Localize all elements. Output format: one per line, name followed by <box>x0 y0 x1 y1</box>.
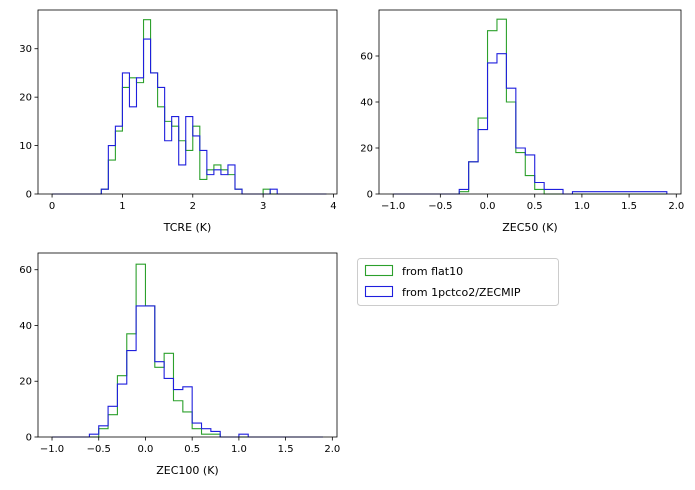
x-axis-label: ZEC100 (K) <box>156 464 218 477</box>
y-tick-label: 20 <box>19 93 32 104</box>
y-tick-label: 60 <box>19 265 32 276</box>
legend-swatch <box>364 285 394 298</box>
x-tick-label: 4 <box>330 201 336 212</box>
x-tick-label: 2 <box>190 201 196 212</box>
y-tick-label: 40 <box>19 321 32 332</box>
series-flat10 <box>393 18 667 195</box>
histogram-zecmip <box>52 38 327 195</box>
y-tick-label: 10 <box>19 141 32 152</box>
axes-frame <box>378 9 682 195</box>
legend-entry-zecmip: from 1pctco2/ZECMIP <box>364 285 521 299</box>
y-tick-label: 20 <box>360 144 373 155</box>
y-tick-label: 0 <box>26 190 32 201</box>
y-tick-label: 30 <box>19 44 32 55</box>
x-tick-label: −1.0 <box>381 201 405 212</box>
histogram-flat10 <box>52 263 323 438</box>
histogram-flat10 <box>393 18 667 195</box>
x-tick-label: 1.5 <box>621 201 637 212</box>
x-tick-label: −0.5 <box>428 201 452 212</box>
axes-frame <box>37 9 338 195</box>
x-tick-label: −0.5 <box>87 444 111 455</box>
histogram-zecmip <box>52 305 323 438</box>
x-tick-label: 0.0 <box>138 444 154 455</box>
series-zecmip <box>393 53 668 195</box>
x-tick-label: 3 <box>260 201 266 212</box>
x-tick-label: 0.5 <box>184 444 200 455</box>
x-tick-label: 1.5 <box>278 444 294 455</box>
legend-swatch <box>364 264 394 277</box>
x-tick-label: 1.0 <box>231 444 247 455</box>
series-flat10 <box>52 19 327 195</box>
x-axis-label: ZEC50 (K) <box>502 221 557 234</box>
series-zecmip <box>52 305 323 438</box>
y-tick-label: 0 <box>26 433 32 444</box>
axes-frame <box>37 252 338 438</box>
histogram-zecmip <box>393 53 668 195</box>
x-tick-label: 1.0 <box>574 201 590 212</box>
series-zecmip <box>52 38 327 195</box>
y-tick-label: 40 <box>360 98 373 109</box>
y-tick-label: 60 <box>360 52 373 63</box>
x-tick-label: 0 <box>49 201 55 212</box>
panel-3: −1.0 −0.5 0.0 0.5 1.0 1.5 2.0 0 20 40 60 ZEC100 (K) <box>19 252 340 477</box>
legend: from flat10 from 1pctco2/ZECMIP <box>357 258 559 306</box>
y-tick-label: 20 <box>19 377 32 388</box>
x-tick-label: 2.0 <box>668 201 684 212</box>
x-tick-label: 0.0 <box>480 201 496 212</box>
legend-label: from 1pctco2/ZECMIP <box>402 286 521 299</box>
series-flat10 <box>52 263 323 438</box>
panel-2: −1.0 −0.5 0.0 0.5 1.0 1.5 2.0 0 20 40 60 ZEC50 (K) <box>360 9 684 234</box>
y-tick-label: 0 <box>367 190 373 201</box>
x-tick-label: 1 <box>119 201 125 212</box>
x-tick-label: 0.5 <box>527 201 543 212</box>
histogram-flat10 <box>52 19 327 195</box>
panel-1: 0 1 2 3 4 0 10 20 30 TCRE (K) <box>19 9 338 234</box>
x-axis-label: TCRE (K) <box>163 221 212 234</box>
legend-label: from flat10 <box>402 265 463 278</box>
legend-box <box>357 258 559 306</box>
x-tick-label: −1.0 <box>40 444 64 455</box>
legend-entry-flat10: from flat10 <box>364 264 463 278</box>
x-tick-label: 2.0 <box>324 444 340 455</box>
